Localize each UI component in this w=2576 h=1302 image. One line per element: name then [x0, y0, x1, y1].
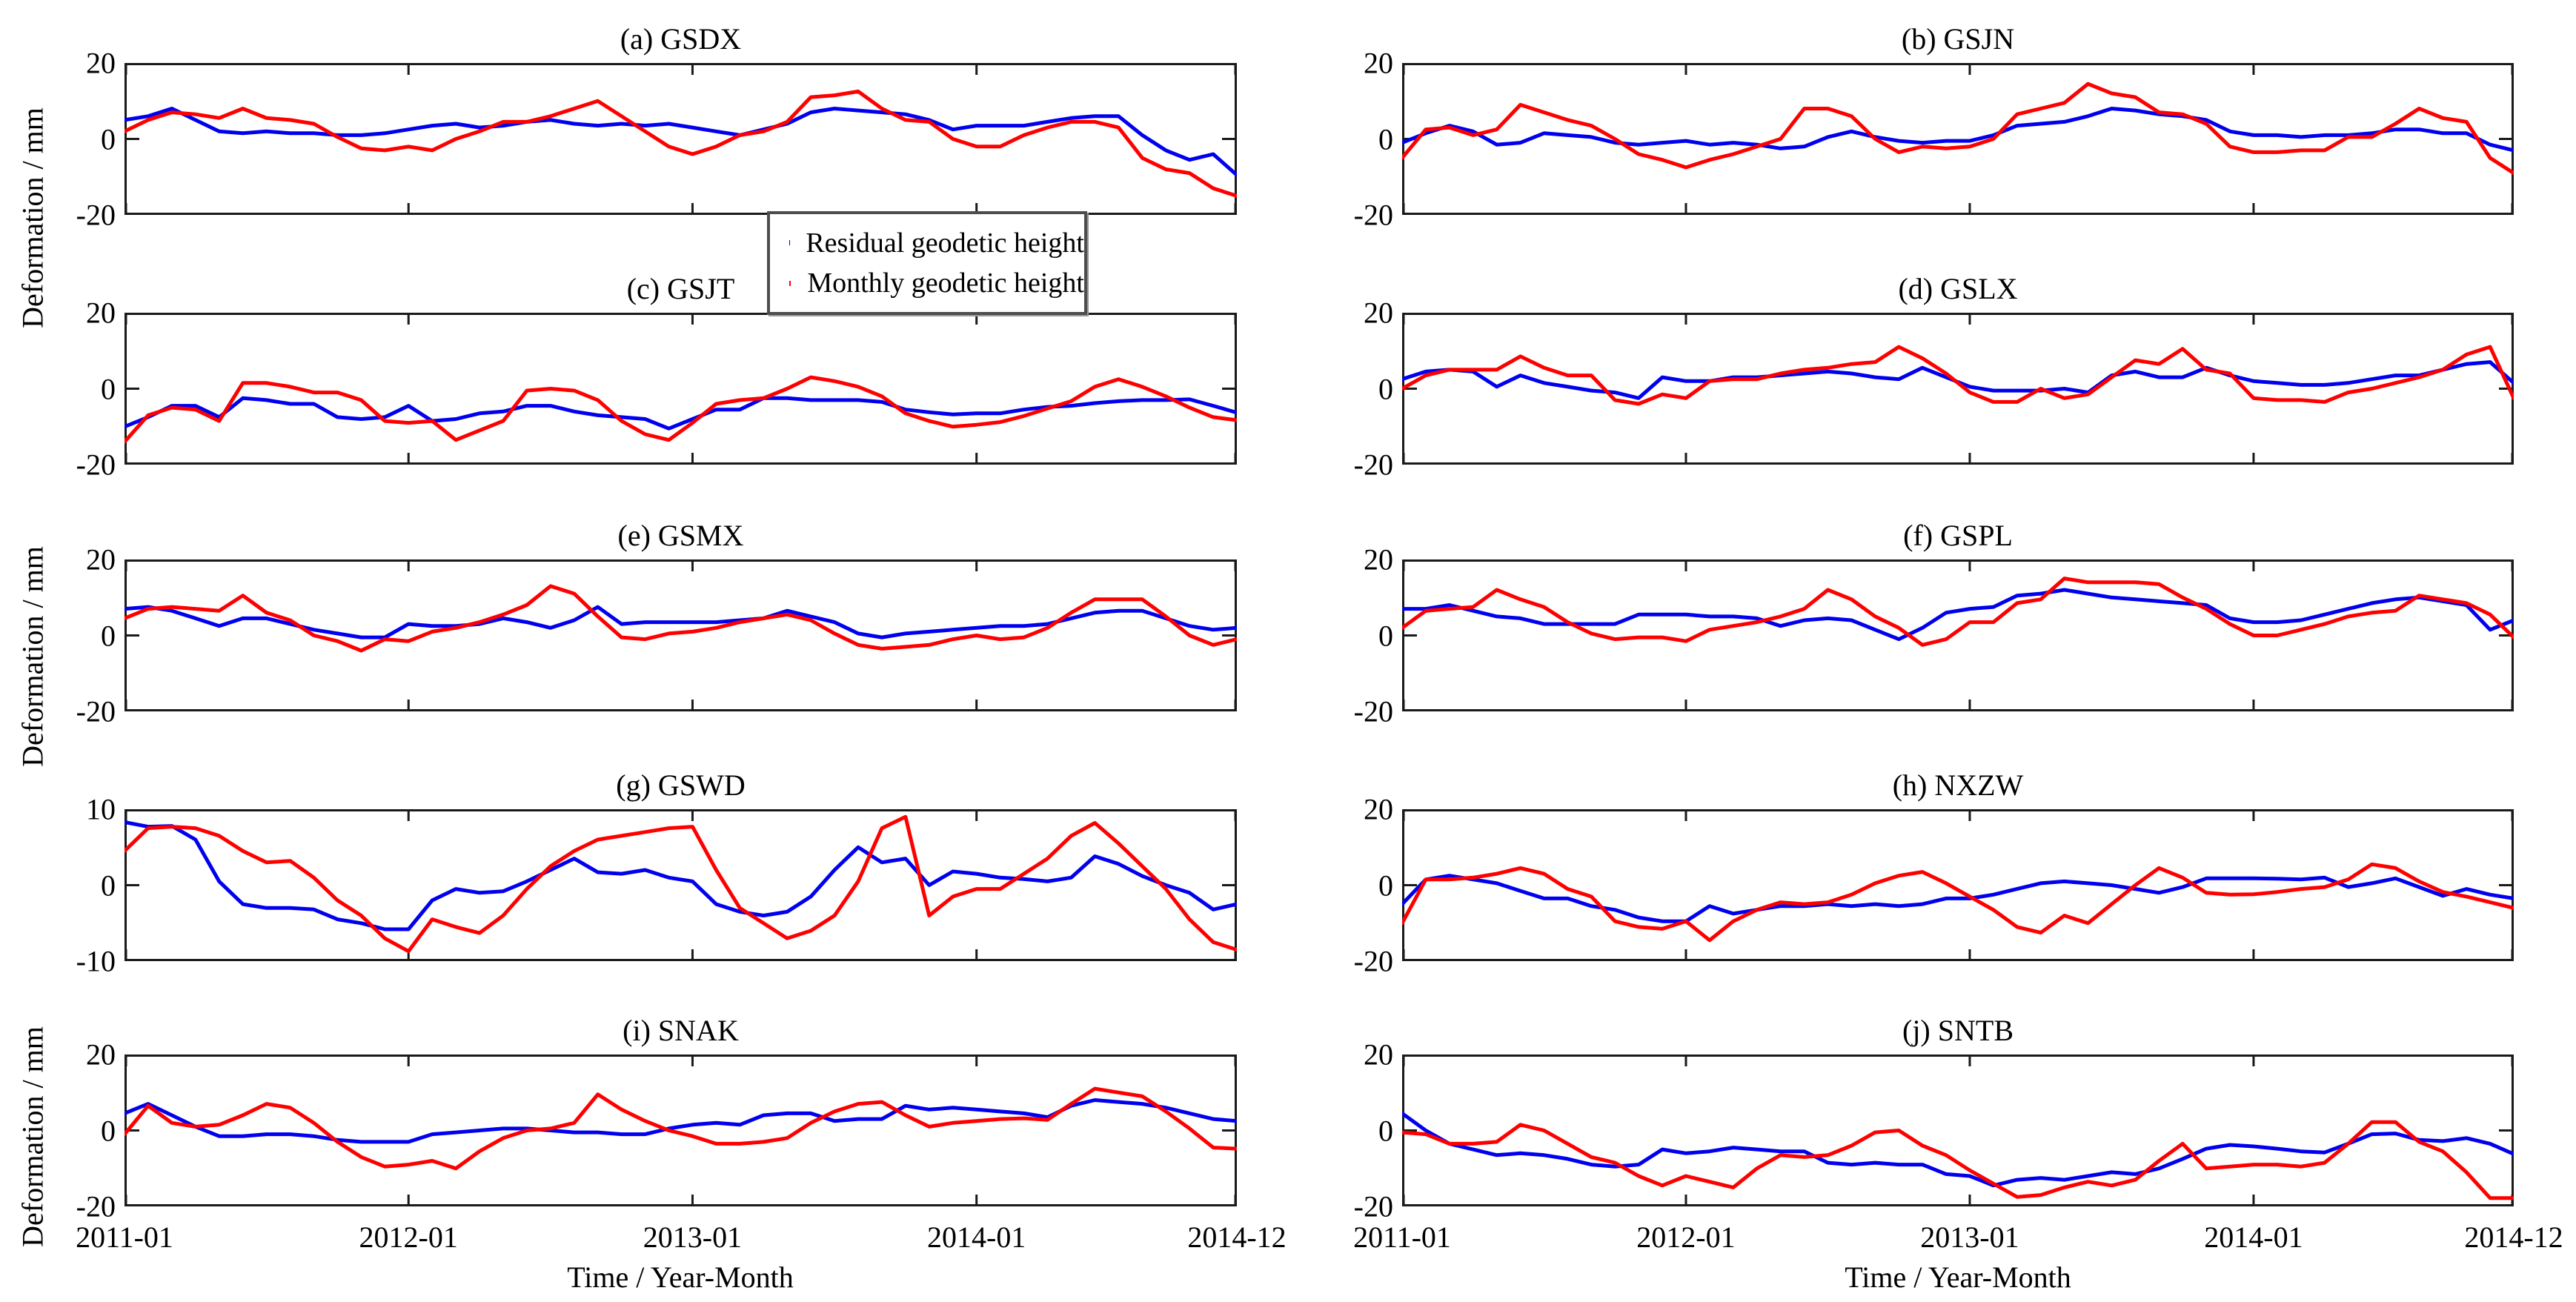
- y-tick-label: 20: [1364, 296, 1393, 330]
- x-axis-label-right: Time / Year-Month: [1845, 1261, 2071, 1294]
- series-residual-line: [125, 605, 1237, 640]
- plot-area-i: [125, 1054, 1237, 1206]
- plot-svg: [1402, 809, 2514, 961]
- subplot-title-d: (d) GSLX: [1898, 272, 2018, 305]
- legend-item-residual: Residual geodetic height: [770, 227, 1084, 259]
- subplot-title-c: (c) GSJT: [626, 272, 735, 305]
- plot-svg: [1402, 1054, 2514, 1206]
- subplot-title-g: (g) GSWD: [616, 768, 746, 802]
- x-tick-label: 2012-01: [359, 1220, 458, 1254]
- legend: Residual geodetic height Monthly geodeti…: [767, 211, 1087, 315]
- legend-label-monthly: Monthly geodetic height: [807, 268, 1084, 299]
- y-tick-label: -20: [1353, 944, 1393, 978]
- series-monthly-line: [1402, 1120, 2514, 1200]
- y-tick-label: 20: [86, 46, 116, 80]
- plot-area-b: [1402, 63, 2514, 215]
- y-tick-label: -20: [1353, 448, 1393, 482]
- plot-svg: [1402, 63, 2514, 215]
- y-tick-label: 20: [1364, 542, 1393, 577]
- y-axis-label-middle: Deformation / mm: [16, 546, 50, 767]
- y-axis-label-bottom: Deformation / mm: [16, 1026, 50, 1247]
- x-tick-label: 2012-01: [1636, 1220, 1736, 1254]
- y-tick-label: 0: [1378, 372, 1393, 405]
- plot-area-j: [1402, 1054, 2514, 1206]
- y-tick-label: -20: [76, 198, 116, 232]
- y-tick-label: 0: [101, 372, 116, 405]
- subplot-title-i: (i) SNAK: [623, 1014, 739, 1047]
- plot-svg: [125, 1054, 1237, 1206]
- x-tick-label: 2011-01: [76, 1220, 173, 1254]
- series-residual-line: [125, 107, 1237, 177]
- plot-area-f: [1402, 559, 2514, 711]
- subplot-title-j: (j) SNTB: [1902, 1014, 2014, 1047]
- y-tick-label: 20: [1364, 1037, 1393, 1072]
- y-tick-label: -10: [76, 944, 116, 978]
- legend-item-monthly: Monthly geodetic height: [770, 267, 1084, 299]
- plot-svg: [125, 313, 1237, 465]
- plot-area-g: [125, 809, 1237, 961]
- y-tick-label: 0: [1378, 122, 1393, 156]
- series-monthly-line: [125, 584, 1237, 653]
- series-residual-line: [1402, 107, 2514, 153]
- y-tick-label: 0: [1378, 619, 1393, 652]
- plot-svg: [125, 809, 1237, 961]
- y-tick-label: -20: [1353, 1189, 1393, 1223]
- x-tick-label: 2014-01: [927, 1220, 1026, 1254]
- subplot-title-h: (h) NXZW: [1892, 768, 2024, 802]
- series-monthly-line: [1402, 345, 2514, 406]
- plot-svg: [125, 559, 1237, 711]
- y-tick-label: 0: [1378, 1114, 1393, 1147]
- x-tick-label: 2014-01: [2204, 1220, 2303, 1254]
- y-tick-label: -20: [1353, 198, 1393, 232]
- y-tick-label: 20: [86, 542, 116, 577]
- legend-label-residual: Residual geodetic height: [806, 227, 1084, 259]
- series-residual-line: [125, 820, 1237, 931]
- plot-area-c: [125, 313, 1237, 465]
- y-tick-label: -20: [76, 694, 116, 728]
- series-monthly-line: [1402, 862, 2514, 943]
- series-monthly-line: [125, 375, 1237, 444]
- series-monthly-line: [1402, 82, 2514, 176]
- y-tick-label: -20: [1353, 694, 1393, 728]
- subplot-title-e: (e) GSMX: [617, 519, 744, 552]
- y-tick-label: -20: [76, 448, 116, 482]
- y-tick-label: 20: [1364, 46, 1393, 80]
- series-monthly-line: [125, 89, 1237, 198]
- plot-area-a: [125, 63, 1237, 215]
- series-monthly-line: [125, 814, 1237, 954]
- x-tick-label: 2014-12: [1187, 1220, 1287, 1254]
- x-tick-label: 2013-01: [643, 1220, 743, 1254]
- y-tick-label: 0: [101, 619, 116, 652]
- y-axis-label-top: Deformation / mm: [16, 107, 50, 328]
- y-tick-label: 0: [1378, 868, 1393, 902]
- series-monthly-line: [125, 1086, 1237, 1171]
- plot-svg: [125, 63, 1237, 215]
- y-tick-label: 10: [86, 792, 116, 826]
- x-tick-label: 2013-01: [1920, 1220, 2019, 1254]
- x-axis-label-left: Time / Year-Month: [567, 1261, 794, 1294]
- plot-svg: [1402, 313, 2514, 465]
- y-tick-label: 0: [101, 1114, 116, 1147]
- subplot-title-f: (f) GSPL: [1903, 519, 2013, 552]
- subplot-title-a: (a) GSDX: [620, 22, 742, 56]
- plot-area-h: [1402, 809, 2514, 961]
- x-tick-label: 2011-01: [1353, 1220, 1451, 1254]
- y-tick-label: 20: [86, 296, 116, 330]
- y-tick-label: 20: [1364, 792, 1393, 826]
- x-tick-label: 2014-12: [2464, 1220, 2563, 1254]
- series-residual-line: [1402, 1111, 2514, 1188]
- legend-line-monthly-icon: [789, 280, 791, 286]
- plot-area-e: [125, 559, 1237, 711]
- series-residual-line: [1402, 874, 2514, 923]
- plot-area-d: [1402, 313, 2514, 465]
- series-monthly-line: [1402, 577, 2514, 647]
- y-tick-label: 0: [101, 122, 116, 156]
- y-tick-label: -20: [76, 1189, 116, 1223]
- y-tick-label: 0: [101, 868, 116, 902]
- plot-svg: [1402, 559, 2514, 711]
- y-tick-label: 20: [86, 1037, 116, 1072]
- series-residual-line: [1402, 588, 2514, 642]
- subplot-title-b: (b) GSJN: [1901, 22, 2015, 56]
